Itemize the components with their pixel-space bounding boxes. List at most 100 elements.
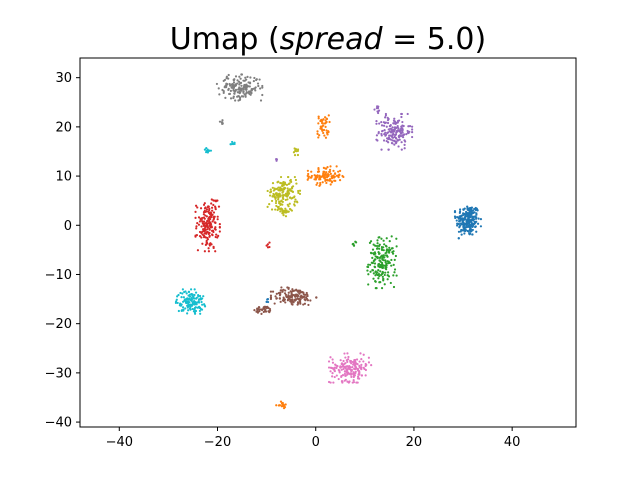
data-point xyxy=(282,197,285,201)
data-point xyxy=(354,372,357,375)
data-point xyxy=(331,358,334,361)
title-param: spread xyxy=(280,22,384,57)
data-point xyxy=(374,287,377,290)
data-point xyxy=(463,226,467,229)
data-point xyxy=(385,254,388,257)
data-point xyxy=(287,296,290,299)
y-tick-label: 20 xyxy=(55,120,72,135)
data-point xyxy=(262,306,265,309)
data-point xyxy=(381,275,384,278)
data-point xyxy=(282,214,285,217)
data-point xyxy=(341,174,344,178)
data-point xyxy=(176,295,179,298)
data-point xyxy=(370,364,373,367)
data-point xyxy=(376,239,379,242)
data-point xyxy=(350,372,353,376)
data-point xyxy=(471,225,474,228)
data-point xyxy=(474,225,477,229)
data-point xyxy=(329,370,332,373)
data-point xyxy=(194,309,198,313)
data-point xyxy=(206,228,209,231)
data-point xyxy=(196,206,199,209)
data-point xyxy=(367,273,370,276)
data-point xyxy=(279,175,283,179)
data-point xyxy=(321,128,324,131)
data-point xyxy=(181,292,184,295)
y-tick-label: 10 xyxy=(55,170,72,185)
data-point xyxy=(277,292,280,295)
data-point xyxy=(395,245,398,248)
data-point xyxy=(187,290,190,293)
data-point xyxy=(307,303,310,307)
data-point xyxy=(205,231,208,234)
data-point xyxy=(279,210,282,213)
data-point xyxy=(212,245,215,248)
data-point xyxy=(217,205,221,208)
data-point xyxy=(279,200,283,203)
data-point xyxy=(242,90,245,93)
data-point xyxy=(182,296,185,299)
data-point xyxy=(294,178,298,182)
data-point xyxy=(302,291,305,294)
data-point xyxy=(214,250,217,253)
data-point xyxy=(211,220,214,223)
data-point xyxy=(395,237,398,240)
data-point xyxy=(477,217,480,220)
data-point xyxy=(468,210,471,213)
data-point xyxy=(381,271,385,274)
data-point xyxy=(268,245,271,249)
data-point xyxy=(387,136,391,139)
data-point xyxy=(233,89,236,93)
data-point xyxy=(383,273,386,277)
data-point xyxy=(382,277,385,281)
data-point xyxy=(391,252,395,255)
data-point xyxy=(291,298,294,301)
data-point xyxy=(217,87,220,90)
data-point xyxy=(193,300,196,303)
data-point xyxy=(329,356,332,359)
title-value: 5.0 xyxy=(427,22,475,57)
data-point xyxy=(408,130,411,133)
data-point xyxy=(371,256,374,259)
data-point xyxy=(215,82,219,86)
data-point xyxy=(320,120,323,123)
data-point xyxy=(467,224,471,227)
data-point xyxy=(278,200,281,203)
data-point xyxy=(458,216,461,219)
data-point xyxy=(354,240,357,243)
data-point xyxy=(316,132,319,135)
data-point xyxy=(228,82,231,86)
data-point xyxy=(378,252,381,255)
data-point xyxy=(327,366,331,369)
data-point xyxy=(377,105,380,108)
data-point xyxy=(330,180,334,183)
data-point xyxy=(340,368,343,371)
data-point xyxy=(364,374,367,377)
data-point xyxy=(281,184,284,188)
data-point xyxy=(381,257,384,260)
data-point xyxy=(204,243,207,246)
data-point xyxy=(393,140,396,143)
data-point xyxy=(285,295,289,299)
data-point xyxy=(320,118,323,121)
data-point xyxy=(181,306,185,309)
data-point xyxy=(387,275,391,278)
y-tick-label: 30 xyxy=(55,71,72,86)
data-point xyxy=(373,108,376,111)
data-point xyxy=(388,134,391,137)
data-point xyxy=(335,374,338,377)
data-point xyxy=(284,289,287,292)
data-point xyxy=(470,213,473,216)
data-point xyxy=(285,209,288,212)
y-tick-label: −10 xyxy=(45,268,72,283)
data-point xyxy=(286,194,290,197)
data-point xyxy=(192,295,195,298)
data-point xyxy=(374,270,377,273)
data-point xyxy=(249,76,252,79)
data-point xyxy=(282,190,285,193)
data-point xyxy=(460,214,463,217)
data-point xyxy=(384,134,387,137)
data-point xyxy=(396,139,399,142)
data-point xyxy=(287,182,290,186)
data-point xyxy=(257,84,260,88)
